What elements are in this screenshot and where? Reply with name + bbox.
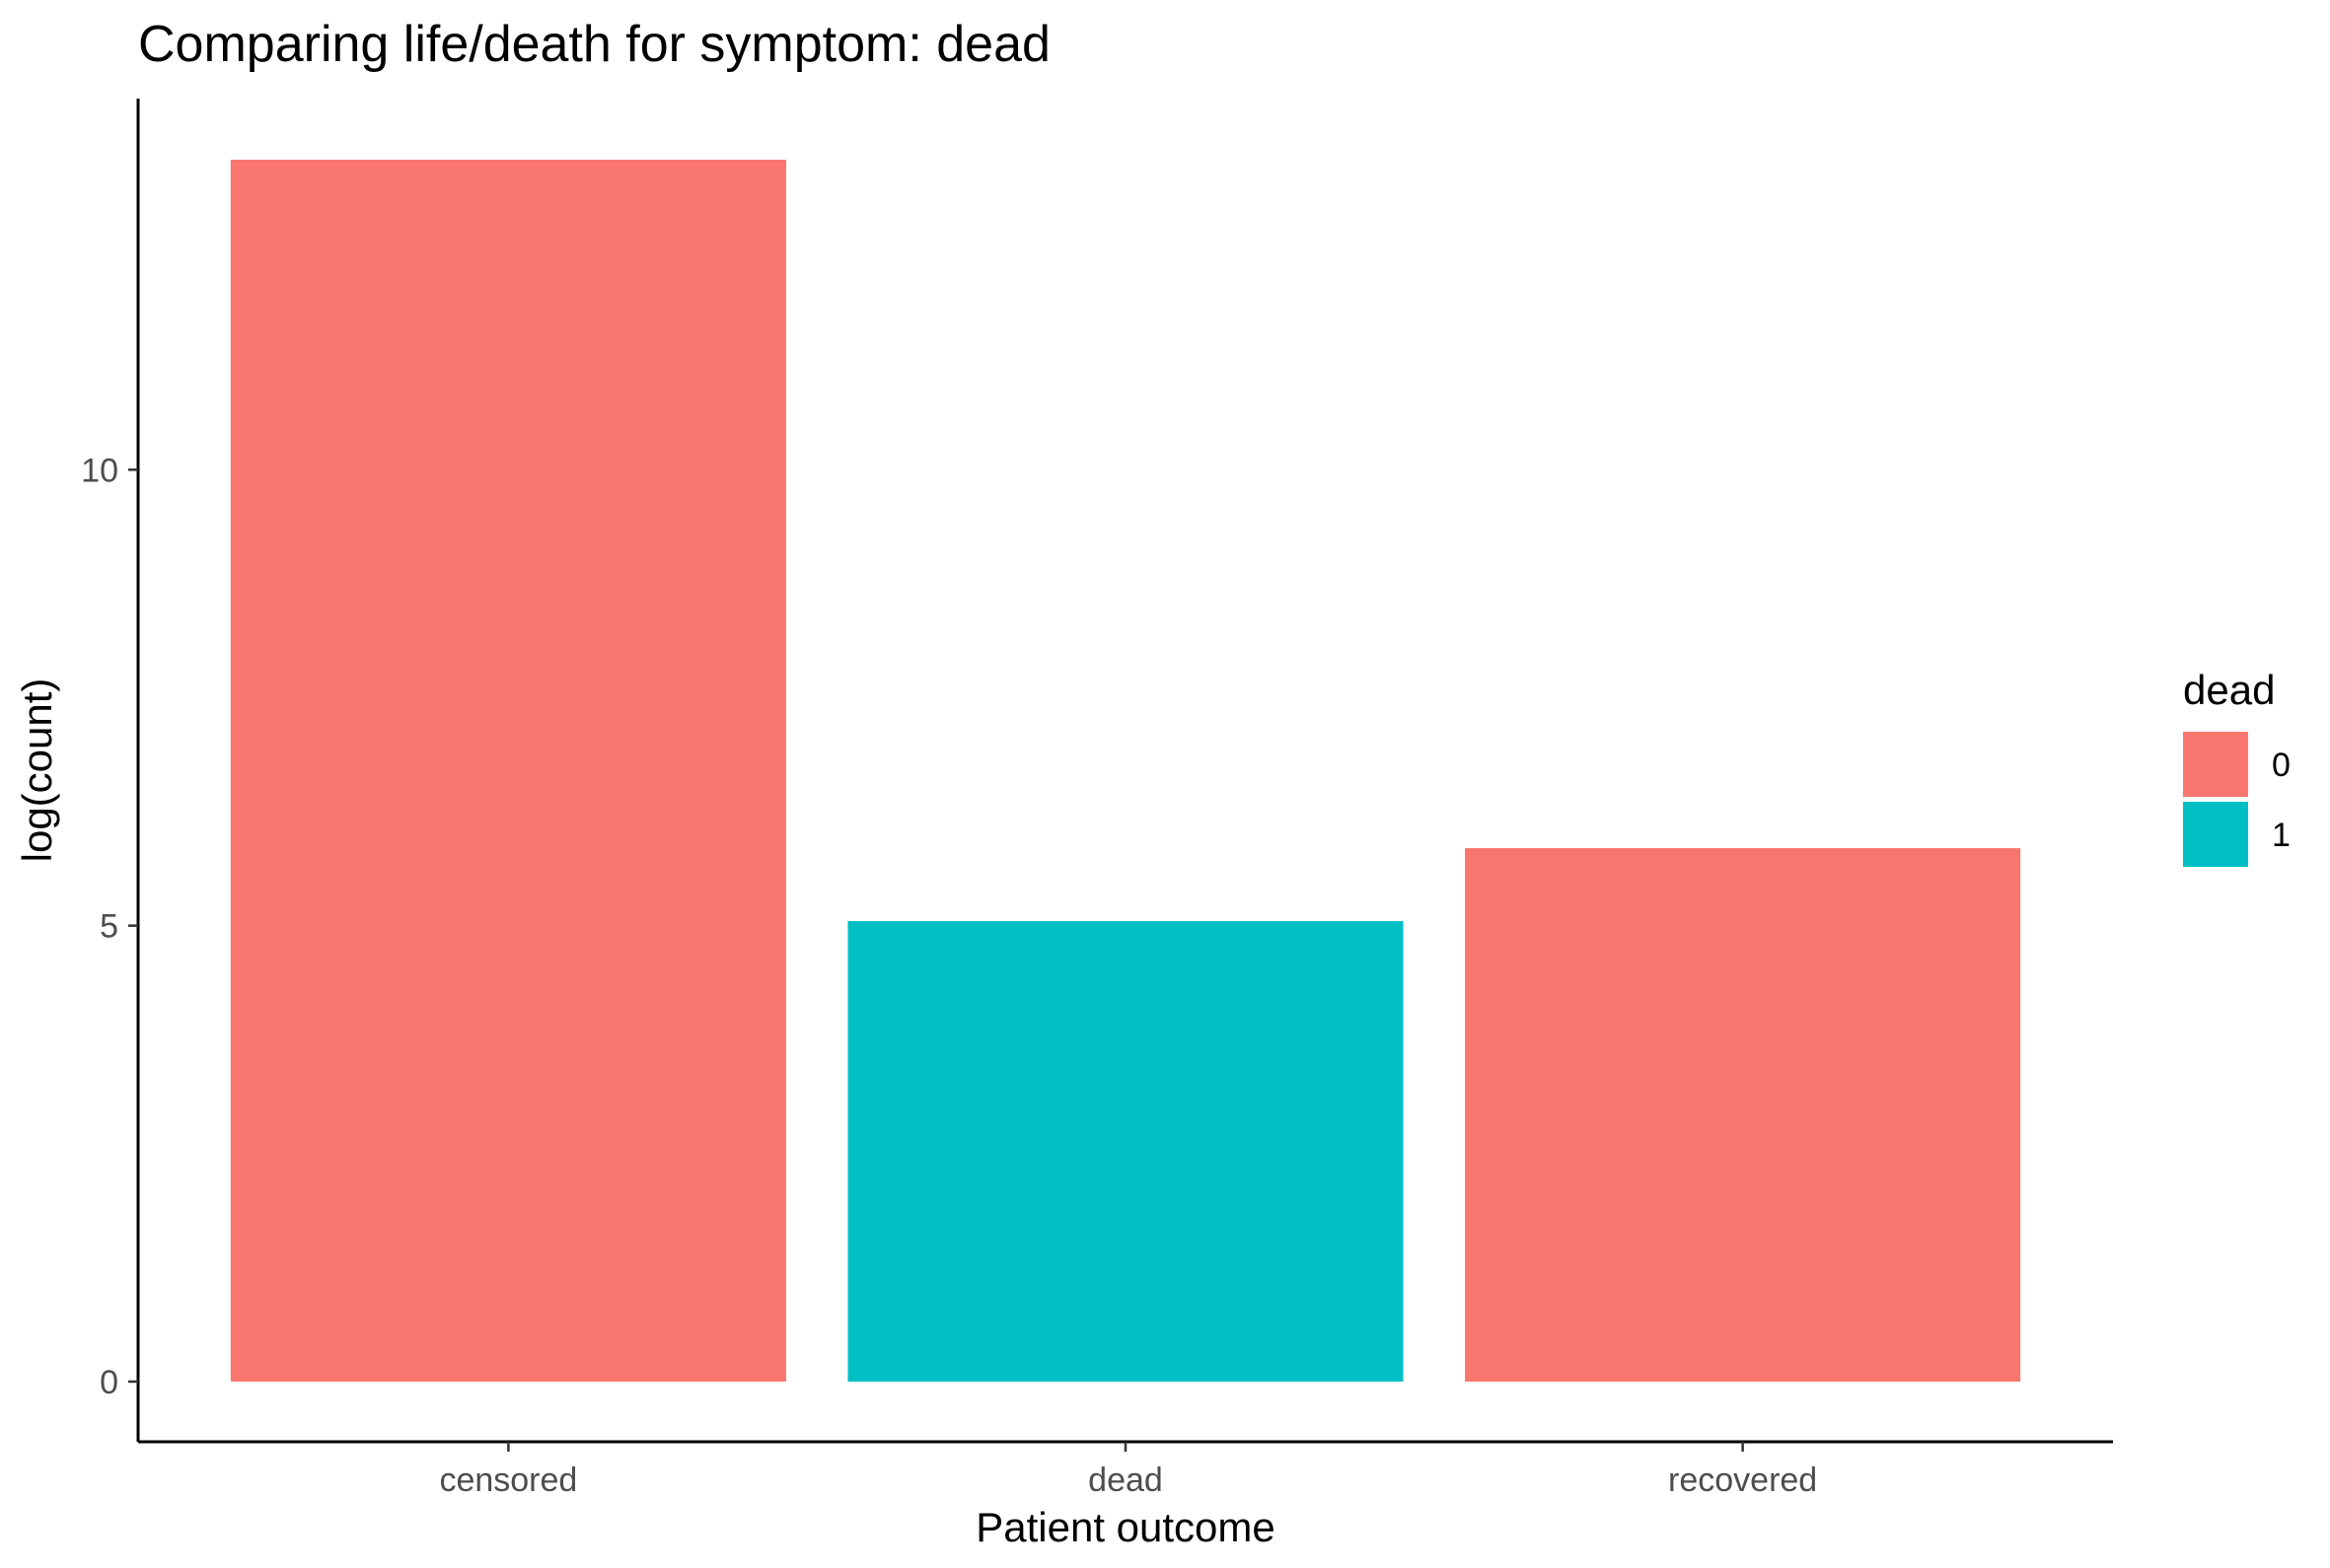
x-ticks-layer: censored dead recovered — [439, 1442, 1817, 1499]
legend-items: 01 — [2183, 732, 2291, 867]
bars-layer — [230, 159, 2021, 1382]
y-ticks-layer: 0 5 10 — [81, 452, 138, 1401]
x-tick-label: censored — [439, 1461, 577, 1499]
x-axis-title: Patient outcome — [976, 1504, 1275, 1550]
legend: dead 01 — [2183, 667, 2291, 867]
legend-key-0 — [2183, 732, 2248, 797]
chart-title: Comparing life/death for symptom: dead — [138, 16, 1051, 73]
bar-censored — [230, 159, 786, 1382]
plot-area: 0 5 10 censored dead recovered — [81, 99, 2113, 1499]
x-tick-label: dead — [1088, 1461, 1163, 1499]
y-tick-label: 0 — [100, 1364, 118, 1401]
y-tick-label: 5 — [100, 908, 118, 946]
legend-label-0: 0 — [2272, 747, 2291, 784]
legend-key-1 — [2183, 802, 2248, 867]
bar-dead — [847, 921, 1404, 1382]
y-axis-title: log(count) — [14, 678, 60, 863]
x-tick-label: recovered — [1668, 1461, 1817, 1499]
legend-title: dead — [2183, 667, 2275, 713]
y-tick-label: 10 — [81, 452, 118, 489]
bar-recovered — [1465, 848, 2021, 1382]
legend-label-1: 1 — [2272, 817, 2291, 854]
